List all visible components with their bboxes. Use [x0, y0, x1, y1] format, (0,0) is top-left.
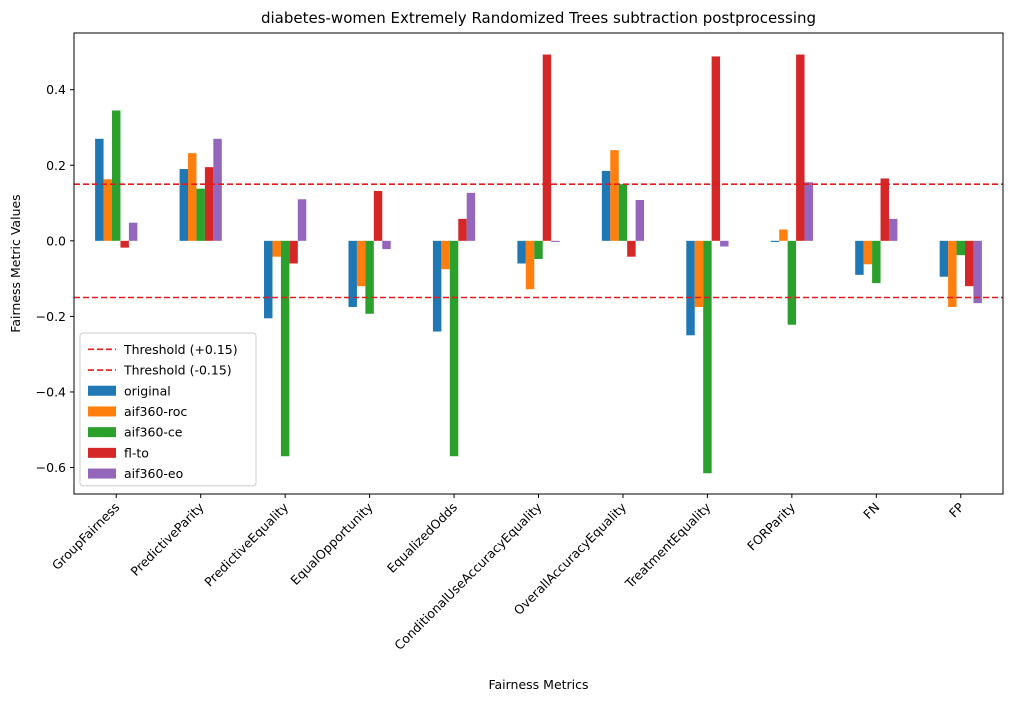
bar-original-ConditionalUseAccuracyEquality	[517, 240, 526, 264]
legend-swatch-aif360-roc	[88, 406, 116, 417]
legend-label: original	[124, 383, 171, 398]
bar-aif360-roc-TreatmentEquality	[694, 240, 704, 307]
bar-aif360-eo-PredictiveParity	[213, 138, 222, 241]
bar-aif360-ce-FP	[956, 240, 965, 256]
bar-original-TreatmentEquality	[686, 240, 695, 336]
bar-aif360-ce-PredictiveEquality	[280, 240, 290, 457]
x-tick-label: PredictiveEquality	[201, 499, 291, 589]
bar-aif360-roc-OverallAccuracyEquality	[610, 150, 619, 241]
bar-original-EqualizedOdds	[432, 240, 442, 332]
y-tick-label: −0.6	[36, 460, 66, 475]
bar-fl-to-PredictiveParity	[204, 167, 214, 241]
bar-aif360-eo-EqualOpportunity	[382, 240, 391, 250]
y-tick-label: −0.4	[36, 384, 66, 399]
bar-aif360-roc-EqualizedOdds	[441, 240, 450, 270]
legend-swatch-aif360-ce	[88, 427, 116, 438]
bar-aif360-ce-GroupFairness	[112, 110, 121, 241]
bar-original-FORParity	[770, 240, 780, 242]
bar-aif360-ce-FORParity	[787, 240, 797, 325]
bar-original-PredictiveParity	[179, 169, 189, 241]
x-tick-label: FN	[860, 500, 882, 522]
y-tick-label: 0.4	[46, 82, 66, 97]
x-tick-label: EqualOpportunity	[287, 499, 376, 588]
bar-aif360-roc-GroupFairness	[103, 179, 113, 241]
bar-aif360-eo-GroupFairness	[128, 222, 138, 241]
x-axis-label: Fairness Metrics	[488, 677, 588, 692]
legend: Threshold (+0.15) Threshold (-0.15) origin…	[79, 332, 257, 487]
y-axis-label: Fairness Metric Values	[8, 194, 23, 332]
bar-fl-to-FN	[880, 178, 889, 241]
chart-title: diabetes-women Extremely Randomized Tree…	[261, 9, 816, 27]
bar-aif360-eo-EqualizedOdds	[466, 192, 476, 241]
y-tick-label: −0.2	[36, 309, 66, 324]
bar-aif360-eo-PredictiveEquality	[297, 199, 307, 241]
x-tick-label: FP	[946, 499, 967, 520]
bar-fl-to-FORParity	[796, 54, 805, 241]
bar-aif360-ce-TreatmentEquality	[703, 240, 712, 474]
bar-aif360-eo-TreatmentEquality	[720, 240, 729, 247]
bar-aif360-eo-FORParity	[804, 182, 813, 241]
bar-fl-to-TreatmentEquality	[711, 56, 721, 241]
x-tick-label: ConditionalUseAccuracyEquality	[391, 499, 545, 653]
x-tick-label: TreatmentEquality	[621, 499, 714, 592]
bar-aif360-roc-EqualOpportunity	[356, 240, 366, 287]
legend-swatch-aif360-eo	[88, 468, 116, 479]
bar-aif360-ce-ConditionalUseAccuracyEquality	[534, 240, 543, 259]
bar-fl-to-OverallAccuracyEquality	[627, 240, 636, 257]
bar-aif360-ce-OverallAccuracyEquality	[618, 184, 628, 241]
plot-area	[73, 32, 1004, 495]
bar-fl-to-GroupFairness	[120, 240, 129, 248]
x-tick-label: GroupFairness	[49, 500, 122, 573]
bar-aif360-ce-FN	[872, 240, 881, 284]
bar-original-EqualOpportunity	[348, 240, 357, 307]
bar-aif360-roc-PredictiveParity	[188, 153, 197, 241]
legend-label: aif360-roc	[124, 404, 187, 419]
legend-label: fl-to	[124, 445, 149, 460]
bar-aif360-roc-PredictiveEquality	[272, 240, 281, 257]
bar-aif360-eo-ConditionalUseAccuracyEquality	[551, 240, 560, 242]
bar-aif360-eo-FP	[973, 240, 982, 304]
bar-aif360-roc-FORParity	[779, 229, 788, 241]
legend-label: aif360-ce	[124, 425, 183, 440]
bar-fl-to-ConditionalUseAccuracyEquality	[542, 54, 552, 241]
bar-original-FN	[855, 240, 864, 275]
bar-aif360-roc-ConditionalUseAccuracyEquality	[525, 240, 535, 290]
bar-fl-to-FP	[965, 240, 974, 287]
y-tick-label: 0.2	[46, 158, 66, 173]
legend-label: Threshold (+0.15)	[123, 342, 238, 357]
bar-aif360-roc-FN	[863, 240, 873, 265]
bar-aif360-ce-PredictiveParity	[196, 188, 205, 241]
x-tick-label: PredictiveParity	[127, 499, 207, 579]
bar-aif360-ce-EqualOpportunity	[365, 240, 374, 314]
bar-original-OverallAccuracyEquality	[601, 170, 611, 241]
legend-swatch-original	[88, 385, 116, 396]
bar-fl-to-EqualizedOdds	[458, 218, 467, 241]
legend-label: aif360-eo	[124, 466, 183, 481]
legend-label: Threshold (-0.15)	[123, 363, 232, 378]
bar-aif360-roc-FP	[948, 240, 957, 307]
bar-original-FP	[939, 240, 949, 277]
y-tick-label: 0.0	[46, 233, 66, 248]
x-tick-label: EqualizedOdds	[384, 500, 460, 576]
bar-fl-to-PredictiveEquality	[289, 240, 298, 264]
bar-aif360-ce-EqualizedOdds	[449, 240, 459, 457]
bar-aif360-eo-FN	[888, 218, 898, 241]
legend-swatch-fl-to	[88, 447, 116, 458]
bar-original-PredictiveEquality	[264, 240, 273, 319]
legend-box	[79, 332, 257, 487]
bar-aif360-eo-OverallAccuracyEquality	[635, 200, 645, 241]
bar-fl-to-EqualOpportunity	[373, 190, 383, 241]
x-tick-label: FORParity	[744, 499, 798, 553]
bar-original-GroupFairness	[95, 138, 104, 241]
